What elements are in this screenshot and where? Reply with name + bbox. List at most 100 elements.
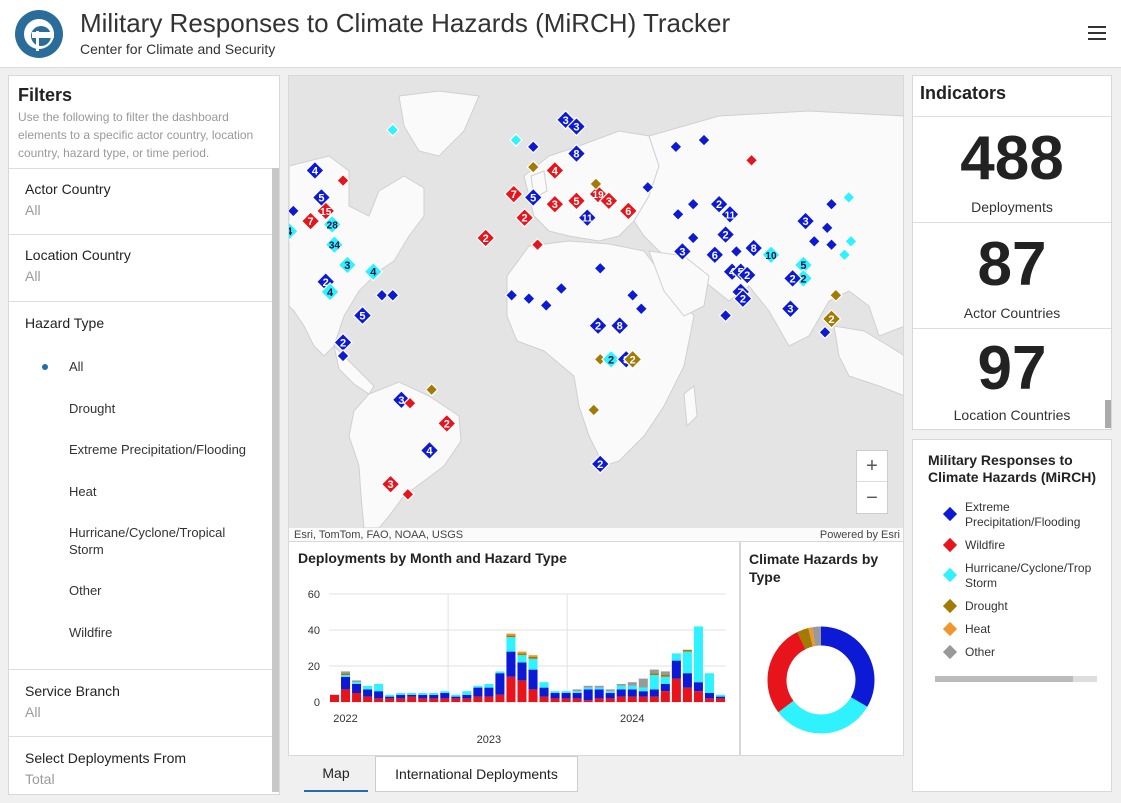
bar-segment[interactable] [396,698,406,702]
bar-segment[interactable] [550,698,560,702]
map-marker-flood[interactable]: 8 [743,238,764,258]
bar-segment[interactable] [429,693,439,695]
map-marker-flood[interactable]: 2 [733,288,753,309]
donut-slice[interactable] [767,626,875,734]
map-marker-flood[interactable] [669,139,683,154]
bar-segment[interactable] [418,694,428,699]
bar-segment[interactable] [506,676,516,702]
bar-segment[interactable] [451,694,461,697]
bar-segment[interactable] [341,671,351,674]
bar-segment[interactable] [638,691,648,697]
map-marker-drought[interactable] [589,177,603,191]
bar-segment[interactable] [550,693,560,699]
map-marker-fire[interactable]: 2 [514,207,535,228]
map-marker-flood[interactable]: 4 [305,160,325,181]
bar-segment[interactable] [396,694,406,699]
map-marker-flood[interactable] [718,308,733,323]
map-marker-storm[interactable] [385,123,400,137]
bar-segment[interactable] [649,675,659,690]
bar-segment[interactable] [682,687,692,702]
bar-segment[interactable] [627,696,637,702]
bar-segment[interactable] [341,673,351,675]
map-marker-flood[interactable]: 3 [672,241,693,262]
map-marker-flood[interactable] [697,133,711,147]
map-marker-fire[interactable]: 3 [545,194,565,215]
bar-segment[interactable] [638,678,648,688]
bar-segment[interactable] [407,693,417,695]
donut-slice[interactable] [767,626,875,734]
bar-segment[interactable] [374,691,384,699]
map-marker-fire[interactable] [744,153,759,168]
world-map[interactable]: 4155287343244523243433847535193116222112… [289,76,904,528]
hazard-option-all[interactable]: All [69,359,84,374]
bar-segment[interactable] [660,684,670,692]
bar-segment[interactable] [693,626,703,683]
bar-segment[interactable] [638,696,648,702]
legend-scrollbar[interactable] [935,676,1097,682]
map-marker-flood[interactable]: 3 [795,211,816,231]
bar-segment[interactable] [341,676,351,690]
bar-segment[interactable] [528,669,538,690]
map-marker-flood[interactable] [375,288,389,303]
bar-segment[interactable] [462,698,472,702]
bar-chart-bars[interactable] [330,626,725,702]
bar-segment[interactable] [440,693,450,699]
bar-segment[interactable] [671,660,681,679]
map-marker-drought[interactable] [424,382,439,397]
map-marker-storm[interactable] [837,247,852,262]
bar-segment[interactable] [495,694,505,702]
map-marker-flood[interactable]: 6 [704,244,725,265]
actor-country-value[interactable]: All [25,202,41,218]
bar-segment[interactable] [418,698,428,702]
bar-segment[interactable] [352,682,362,684]
map-marker-storm[interactable]: 2 [601,349,621,370]
map-marker-flood[interactable] [824,237,839,252]
bar-segment[interactable] [660,691,670,702]
bar-segment[interactable] [429,694,439,699]
map-marker-fire[interactable]: 7 [503,184,524,204]
bar-segment[interactable] [341,689,351,702]
bar-segment[interactable] [506,637,516,652]
map-marker-fire[interactable]: 6 [618,201,639,221]
bar-segment[interactable] [572,691,582,693]
bar-segment[interactable] [682,649,692,652]
map-marker-flood[interactable] [385,288,400,303]
bar-segment[interactable] [517,662,527,681]
map-marker-storm[interactable]: 4 [289,221,299,242]
bar-segment[interactable] [495,673,505,695]
bar-segment[interactable] [528,655,538,657]
map-marker-storm[interactable]: 34 [324,234,345,255]
bar-segment[interactable] [517,653,527,656]
bar-segment[interactable] [594,689,604,699]
donut-slices[interactable] [767,626,875,734]
bar-segment[interactable] [693,691,703,702]
location-country-filter[interactable]: Location Country All [9,234,272,301]
bar-segment[interactable] [363,689,373,697]
map-marker-fire[interactable]: 4 [545,160,565,181]
map-markers[interactable]: 4155287343244523243433847535193116222112… [289,110,858,502]
map-marker-flood[interactable] [336,349,350,363]
map-marker-flood[interactable]: 3 [566,116,587,137]
zoom-in-button[interactable]: + [857,451,887,482]
bar-segment[interactable] [539,682,549,688]
location-country-value[interactable]: All [25,268,41,284]
map-marker-flood[interactable]: 8 [566,143,587,164]
map-marker-flood[interactable] [504,288,519,303]
bar-segment[interactable] [539,687,549,697]
bar-segment[interactable] [693,682,703,692]
bar-segment[interactable] [605,691,615,693]
map-marker-drought[interactable]: 2 [821,309,842,329]
map-marker-storm[interactable]: 3 [337,255,358,275]
donut-slice[interactable] [767,626,875,734]
actor-country-filter[interactable]: Actor Country All [9,168,272,235]
bar-segment[interactable] [594,687,604,690]
bar-segment[interactable] [715,696,725,699]
tab-map[interactable]: Map [304,756,368,792]
map-marker-fire[interactable]: 3 [599,190,619,211]
bar-segment[interactable] [572,698,582,702]
bar-segment[interactable] [440,698,450,702]
map-marker-flood[interactable] [818,325,832,340]
bar-segment[interactable] [594,698,604,702]
bar-segment[interactable] [517,680,527,702]
bar-segment[interactable] [528,689,538,702]
